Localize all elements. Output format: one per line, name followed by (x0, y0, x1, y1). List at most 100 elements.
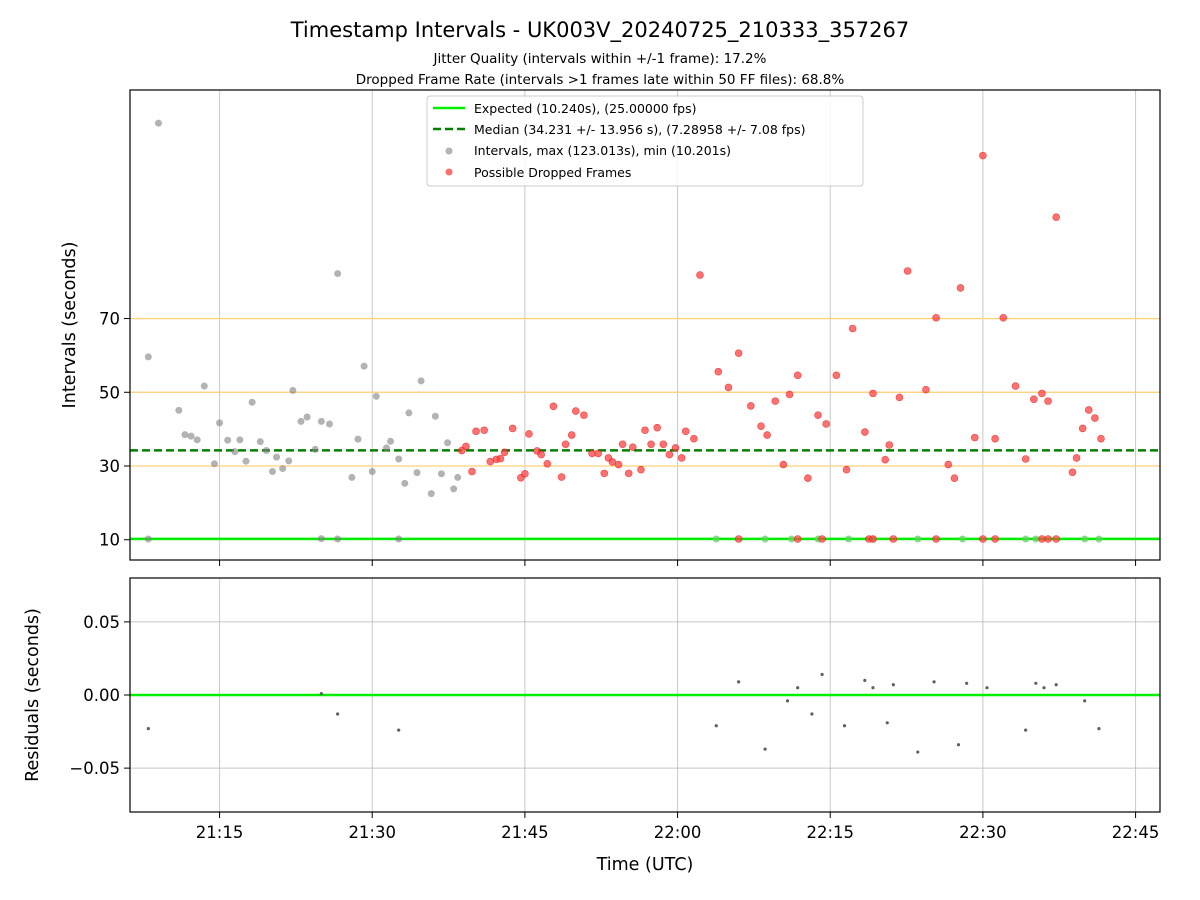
legend: Expected (10.240s), (25.00000 fps) Media… (426, 95, 864, 187)
interval-point (360, 362, 368, 370)
interval-point (413, 469, 421, 477)
residual-point (885, 721, 889, 725)
residual-point (336, 712, 340, 716)
near-expected-point (1081, 535, 1089, 543)
dropped-frame-point (889, 535, 898, 543)
legend-swatch-dropped (445, 168, 453, 176)
x-tick-label: 21:30 (348, 823, 396, 842)
bottom-y-tick-label: 0.00 (83, 686, 120, 705)
residual-point (916, 750, 920, 754)
dropped-frame-point (671, 444, 680, 452)
residual-point (785, 699, 790, 703)
interval-point (417, 377, 425, 385)
dropped-frame-point (571, 407, 580, 415)
dropped-frame-point (696, 271, 704, 279)
residual-point (820, 672, 824, 677)
interval-point (154, 119, 162, 127)
near-expected-point (712, 535, 720, 543)
dropped-frame-point (521, 469, 529, 478)
residual-point (1034, 681, 1038, 685)
dropped-frame-point (600, 469, 609, 478)
legend-label-median: Median (34.231 +/- 13.956 s), (7.28958 +… (474, 122, 805, 137)
interval-point (268, 468, 276, 476)
top-axes-frame (129, 89, 1161, 561)
interval-point (181, 431, 189, 439)
dropped-frame-point (979, 535, 987, 543)
dropped-frame-point (525, 430, 533, 438)
dropped-frame-point (1029, 395, 1038, 404)
dropped-frame-point (618, 440, 627, 449)
dropped-frame-point (804, 474, 812, 482)
top-y-tick-label: 70 (99, 310, 120, 329)
interval-point (437, 470, 445, 478)
dropped-frame-point (594, 449, 602, 458)
dropped-frame-point (561, 440, 570, 449)
interval-point (325, 420, 333, 428)
dropped-frame-point (647, 440, 655, 449)
dropped-frame-point (557, 473, 566, 481)
interval-point (372, 392, 380, 400)
interval-point (368, 468, 376, 476)
residual-point (1054, 683, 1058, 687)
dropped-frame-point (922, 385, 930, 394)
dropped-frame-point (757, 422, 765, 430)
top-y-tick-label: 10 (99, 531, 120, 550)
dropped-frame-point (508, 424, 517, 433)
dropped-frame-point (480, 426, 488, 435)
dropped-frame-point (1078, 424, 1087, 433)
dropped-frame-point (793, 535, 802, 543)
interval-point (262, 447, 270, 455)
dropped-frame-point (690, 434, 698, 443)
interval-point (144, 353, 152, 361)
dropped-frame-point (903, 267, 912, 275)
dropped-frame-point (950, 474, 959, 482)
interval-point (210, 460, 218, 468)
interval-point (231, 448, 239, 456)
dropped-frame-point (832, 371, 841, 380)
residual-point (1042, 686, 1046, 690)
interval-point (279, 465, 287, 473)
dropped-frame-point (944, 460, 953, 469)
dropped-frame-point (637, 465, 645, 474)
dropped-frame-point (1044, 535, 1052, 543)
near-expected-point (1095, 535, 1103, 543)
dropped-frame-point (549, 402, 558, 411)
dropped-frame-point (956, 284, 965, 292)
dropped-frame-point (861, 428, 869, 436)
intervals-panel: 10 30 50 70 (99, 89, 1161, 566)
interval-point (303, 413, 311, 421)
near-expected-point (788, 535, 796, 543)
dropped-frame-point (1068, 468, 1077, 477)
interval-point (236, 436, 244, 444)
dropped-frame-point (1072, 454, 1081, 462)
dropped-frame-point (979, 151, 987, 160)
residuals-panel: 21:15 21:30 21:45 22:00 22:15 22:30 22:45 0.05 0… (69, 577, 1161, 842)
bottom-axes-frame (129, 577, 1161, 813)
dropped-frame-point (822, 420, 830, 428)
interval-point (387, 437, 395, 445)
interval-point (256, 438, 264, 446)
dropped-frame-point (991, 535, 999, 543)
interval-point (405, 409, 413, 417)
interval-point (248, 398, 256, 406)
interval-point (395, 455, 403, 463)
interval-point (317, 417, 325, 425)
interval-point (401, 479, 409, 487)
residual-point (1083, 699, 1087, 703)
residual-point (810, 712, 814, 716)
interval-point (285, 457, 293, 465)
dropped-frame-point (624, 469, 633, 478)
residual-point (965, 681, 969, 685)
residual-point (956, 743, 961, 747)
interval-point (334, 270, 342, 278)
residual-point (871, 686, 875, 690)
near-expected-point (1022, 535, 1030, 543)
dropped-frame-point (681, 427, 690, 436)
bottom-y-tick-label: 0.05 (83, 613, 120, 632)
near-expected-point (845, 535, 853, 543)
dropped-frame-point (472, 427, 480, 436)
chart-subtitle-jitter: Jitter Quality (intervals within +/-1 fr… (433, 51, 767, 67)
dropped-frame-point (1021, 455, 1030, 463)
legend-swatch-intervals (445, 147, 453, 155)
